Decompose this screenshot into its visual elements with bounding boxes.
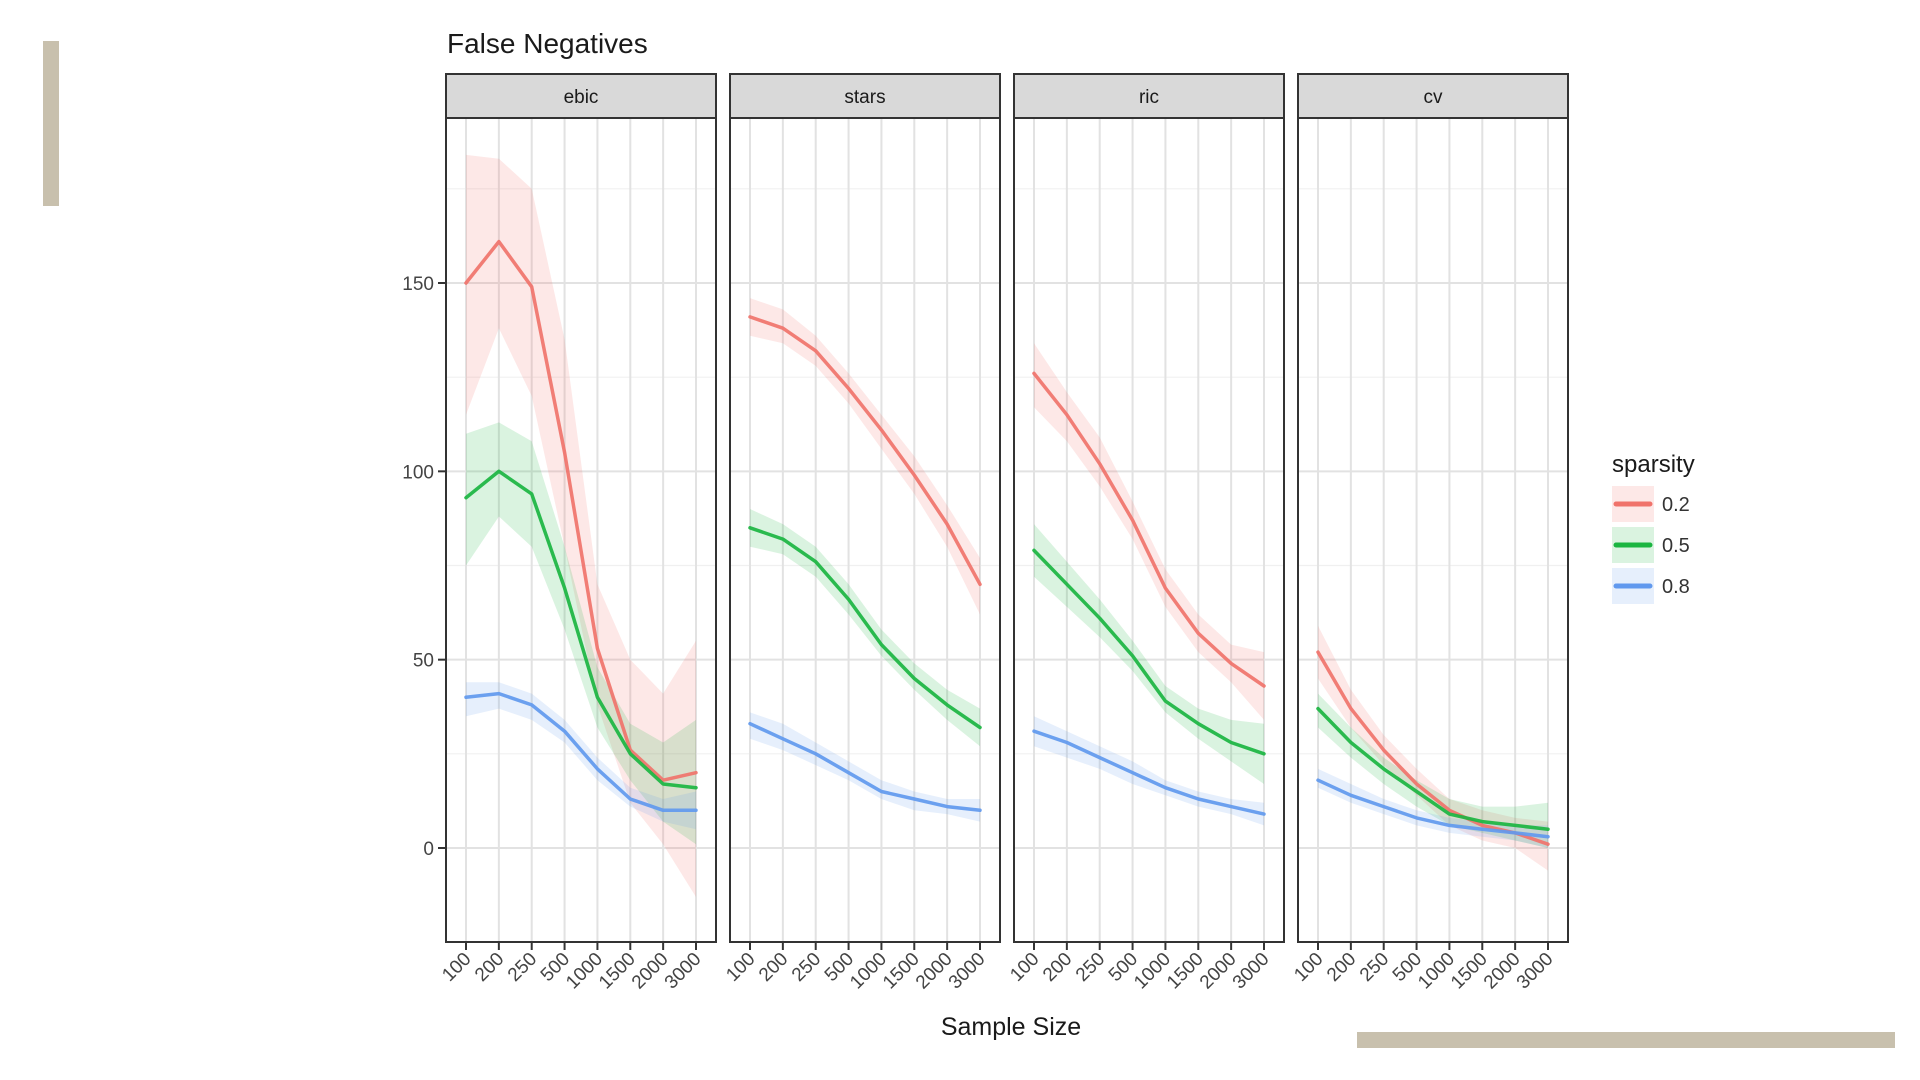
x-tick-label: 250 [504, 949, 541, 986]
y-tick-label: 50 [413, 651, 434, 672]
x-tick-label: 1500 [1447, 949, 1492, 994]
legend-label: 0.2 [1662, 494, 1690, 516]
series-line-0.8 [1316, 778, 1550, 839]
x-tick-label: 2000 [1196, 949, 1241, 994]
confidence-band-0.2 [1034, 343, 1264, 720]
series-line-0.2 [1032, 371, 1266, 688]
x-tick-label: 200 [1039, 949, 1076, 986]
legend: sparsity 0.2 0.5 0.8 [1612, 451, 1695, 604]
confidence-band-0.5 [1318, 693, 1548, 848]
legend-entry-0.2: 0.2 [1612, 486, 1690, 522]
series-line-0.5 [748, 526, 982, 730]
y-tick-label: 150 [402, 274, 434, 295]
x-tick-label: 1500 [879, 949, 924, 994]
confidence-band-0.8 [1034, 716, 1264, 826]
y-axis: 0 50 100 150 [402, 274, 446, 860]
x-tick-label: 250 [1356, 949, 1393, 986]
confidence-band-0.5 [1034, 524, 1264, 784]
x-tick-label: 1500 [1163, 949, 1208, 994]
legend-entry-0.8: 0.8 [1612, 568, 1690, 604]
chart-title: False Negatives [447, 28, 648, 59]
panel-background [446, 118, 716, 942]
x-tick-label: 2000 [912, 949, 957, 994]
x-tick-label: 3000 [945, 949, 990, 994]
series-line-0.8 [464, 691, 698, 813]
facet-strip [1013, 73, 1285, 119]
facet-strip [729, 73, 1001, 119]
x-tick-label: 200 [755, 949, 792, 986]
x-tick-label: 3000 [1229, 949, 1274, 994]
panels: ebic1002002505001000150020003000stars100… [438, 73, 1569, 994]
x-tick-label: 200 [471, 949, 508, 986]
legend-label: 0.8 [1662, 576, 1690, 598]
x-tick-label: 100 [1290, 949, 1327, 986]
series-line-0.8 [1032, 729, 1266, 816]
legend-title: sparsity [1612, 451, 1695, 478]
legend-label: 0.5 [1662, 535, 1690, 557]
series-line-0.5 [1316, 706, 1550, 831]
x-tick-label: 1000 [1414, 949, 1459, 994]
confidence-band-0.2 [1318, 625, 1548, 871]
x-tick-label: 1000 [562, 949, 607, 994]
x-tick-label: 100 [438, 949, 475, 986]
series-line-0.2 [748, 315, 982, 587]
y-tick-label: 100 [402, 462, 434, 483]
confidence-band-0.2 [750, 298, 980, 615]
x-tick-label: 1000 [1130, 949, 1175, 994]
x-tick-label: 2000 [1480, 949, 1525, 994]
x-axis-title: Sample Size [941, 1013, 1081, 1041]
series-line-0.2 [464, 239, 698, 782]
confidence-band-0.8 [750, 712, 980, 822]
x-tick-label: 100 [722, 949, 759, 986]
series-line-0.8 [748, 721, 982, 813]
series-line-0.5 [464, 469, 698, 790]
panel-background [730, 118, 1000, 942]
decorative-bar-bottom [1357, 1032, 1895, 1048]
facet-strip [445, 73, 717, 119]
facet-strip-label: cv [1424, 87, 1444, 108]
x-tick-label: 1500 [595, 949, 640, 994]
x-tick-label: 3000 [1513, 949, 1558, 994]
x-tick-label: 100 [1006, 949, 1043, 986]
x-tick-label: 2000 [628, 949, 673, 994]
y-tick-label: 0 [423, 839, 434, 860]
series-line-0.5 [1032, 548, 1266, 756]
legend-entry-0.5: 0.5 [1612, 527, 1690, 563]
facet-strip-label: ebic [564, 87, 599, 108]
confidence-band-0.8 [466, 682, 696, 830]
panel-background [1014, 118, 1284, 942]
x-tick-label: 250 [1072, 949, 1109, 986]
facet-strip-label: ric [1139, 87, 1159, 108]
decorative-bar-left [43, 41, 59, 206]
x-tick-label: 200 [1323, 949, 1360, 986]
confidence-band-0.2 [466, 154, 696, 897]
facet-strip-label: stars [844, 87, 885, 108]
x-tick-label: 1000 [846, 949, 891, 994]
x-tick-label: 3000 [661, 949, 706, 994]
confidence-band-0.5 [466, 422, 696, 845]
facet-strip [1297, 73, 1569, 119]
x-tick-label: 250 [788, 949, 825, 986]
